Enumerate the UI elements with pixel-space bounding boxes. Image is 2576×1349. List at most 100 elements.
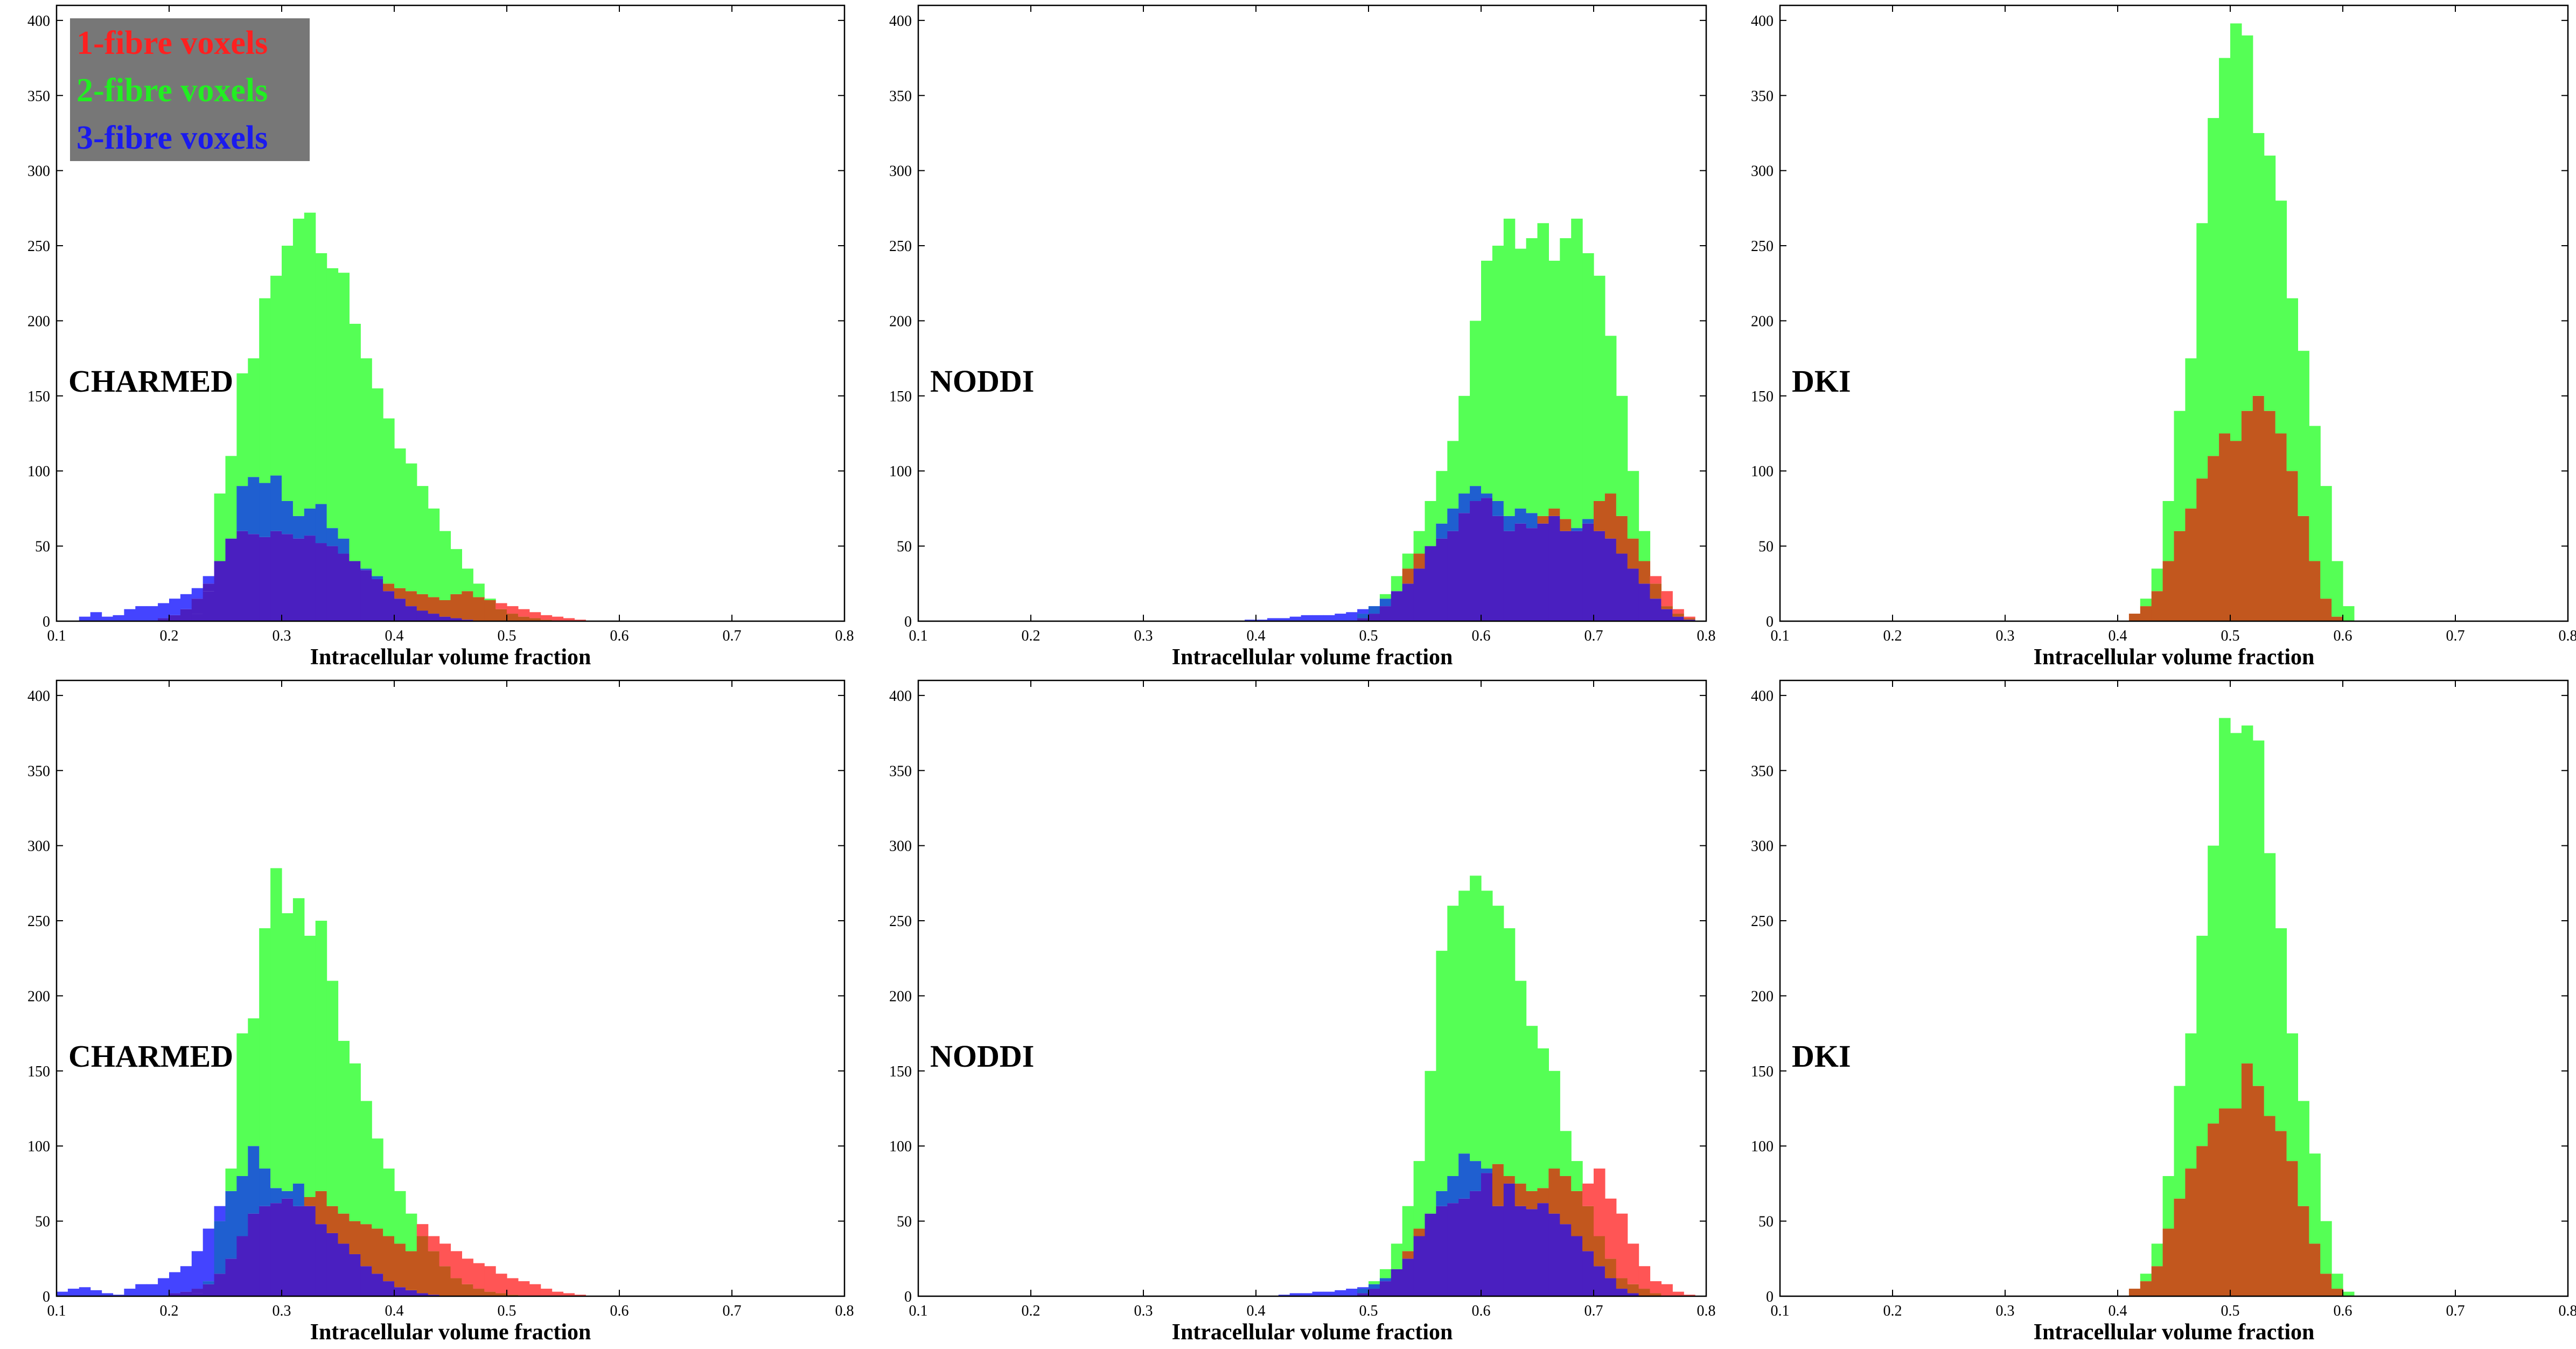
histogram-bar <box>2264 1116 2276 1296</box>
x-tick-label: 0.6 <box>610 628 629 644</box>
histogram-bar <box>1594 1236 1605 1267</box>
histogram-bar <box>360 358 372 569</box>
histogram-bar <box>248 1213 260 1296</box>
histogram-bar <box>1650 576 1662 584</box>
histogram-bar <box>1323 1291 1335 1296</box>
histogram-bar <box>1402 1258 1414 1296</box>
histogram-bar <box>57 1291 68 1296</box>
histogram-bar <box>563 618 575 621</box>
x-tick-label: 0.6 <box>2334 628 2352 644</box>
histogram-bar <box>507 614 519 621</box>
histogram-bar <box>203 591 215 621</box>
histogram-bar <box>158 618 170 621</box>
histogram-bar <box>383 1169 395 1236</box>
histogram-bar <box>1481 260 1493 494</box>
y-tick-label: 300 <box>27 838 50 855</box>
x-axis-label: Intracellular volume fraction <box>2034 1320 2315 1345</box>
histogram-bar <box>360 1101 372 1225</box>
histogram-bar <box>2286 1033 2298 1162</box>
bars <box>2128 23 2355 621</box>
histogram-bar <box>1402 568 1414 584</box>
histogram-bar <box>67 1289 80 1296</box>
x-tick-label: 0.1 <box>909 1303 928 1319</box>
histogram-bar <box>1503 1176 1516 1184</box>
histogram-bar <box>1661 591 1673 607</box>
x-tick-label: 0.6 <box>610 1303 629 1319</box>
histogram-bar <box>529 612 541 618</box>
histogram-bar <box>1346 1289 1358 1296</box>
histogram-bar <box>282 1191 294 1199</box>
histogram-bar <box>270 475 282 531</box>
method-label: DKI <box>1792 364 1851 399</box>
histogram-bar <box>1548 1070 1560 1169</box>
histogram-bar <box>1481 1173 1493 1296</box>
histogram-bar <box>1616 395 1628 516</box>
y-tick-label: 150 <box>1751 1063 1774 1080</box>
histogram-bar <box>1413 1228 1426 1236</box>
histogram-bar <box>2196 935 2208 1146</box>
histogram-bar <box>394 1287 406 1296</box>
y-tick-label: 350 <box>1751 763 1774 780</box>
histogram-bar <box>1514 1183 1527 1206</box>
histogram-bar <box>1537 1188 1549 1204</box>
histogram-bar <box>1582 1251 1594 1296</box>
histogram-bar <box>338 273 350 539</box>
histogram-bar <box>1594 1266 1605 1296</box>
x-tick-label: 0.8 <box>1697 1303 1716 1319</box>
histogram-bar <box>473 583 485 597</box>
histogram-bar <box>518 1281 530 1296</box>
x-axis-label: Intracellular volume fraction <box>310 645 591 670</box>
histogram-bar <box>1582 253 1594 519</box>
legend-entry: 1-fibre voxels <box>76 25 268 61</box>
histogram-bar <box>1267 618 1279 621</box>
histogram-bar <box>1594 531 1605 621</box>
histogram-bar <box>1571 531 1583 621</box>
x-tick-label: 0.4 <box>1247 1303 1266 1319</box>
histogram-bar <box>2286 298 2298 471</box>
histogram-bar <box>349 1063 361 1221</box>
histogram-bar <box>236 486 248 531</box>
histogram-bar <box>1379 594 1392 599</box>
histogram-bar <box>270 531 282 621</box>
histogram-bar <box>551 616 564 621</box>
x-tick-label: 0.2 <box>160 628 179 644</box>
x-axis-label: Intracellular volume fraction <box>2034 645 2315 670</box>
y-tick-label: 0 <box>904 1289 912 1305</box>
histogram-bar <box>1458 395 1470 494</box>
axes-frame <box>55 4 846 622</box>
histogram-bar <box>1369 1289 1380 1296</box>
y-tick-label: 0 <box>1766 1289 1774 1305</box>
histogram-bar <box>2309 426 2321 561</box>
histogram-bar <box>1335 614 1346 621</box>
method-label: NODDI <box>930 364 1034 399</box>
bars <box>57 868 586 1296</box>
x-axis-label: Intracellular volume fraction <box>310 1320 591 1345</box>
y-tick-label: 250 <box>889 913 912 930</box>
y-tick-label: 250 <box>1751 913 1774 930</box>
histogram-bar <box>405 606 417 621</box>
histogram-bar <box>2174 531 2186 621</box>
histogram-bar <box>1650 583 1662 599</box>
histogram-bar <box>2151 568 2163 592</box>
histogram-bar <box>1436 1206 1448 1296</box>
histogram-bar <box>1560 1176 1572 1225</box>
histogram-bar <box>2151 1266 2163 1296</box>
histogram-bar <box>1661 609 1673 621</box>
histogram-bar <box>1560 238 1572 519</box>
histogram-bar <box>1582 519 1594 524</box>
histogram-bar <box>1379 1278 1392 1282</box>
histogram-bar <box>1537 1048 1549 1188</box>
histogram-bar <box>450 549 462 594</box>
y-tick-label: 100 <box>1751 463 1774 480</box>
histogram-bar <box>405 1251 417 1290</box>
histogram-bar <box>1627 1293 1639 1296</box>
histogram-bar <box>1402 583 1414 621</box>
histogram-bar <box>2208 845 2219 1124</box>
y-tick-label: 350 <box>27 88 50 105</box>
histogram-bar <box>2241 725 2253 1063</box>
histogram-bar <box>1594 500 1605 531</box>
y-tick-label: 350 <box>889 763 912 780</box>
histogram-bar <box>180 1291 192 1296</box>
histogram-bar <box>259 483 271 537</box>
